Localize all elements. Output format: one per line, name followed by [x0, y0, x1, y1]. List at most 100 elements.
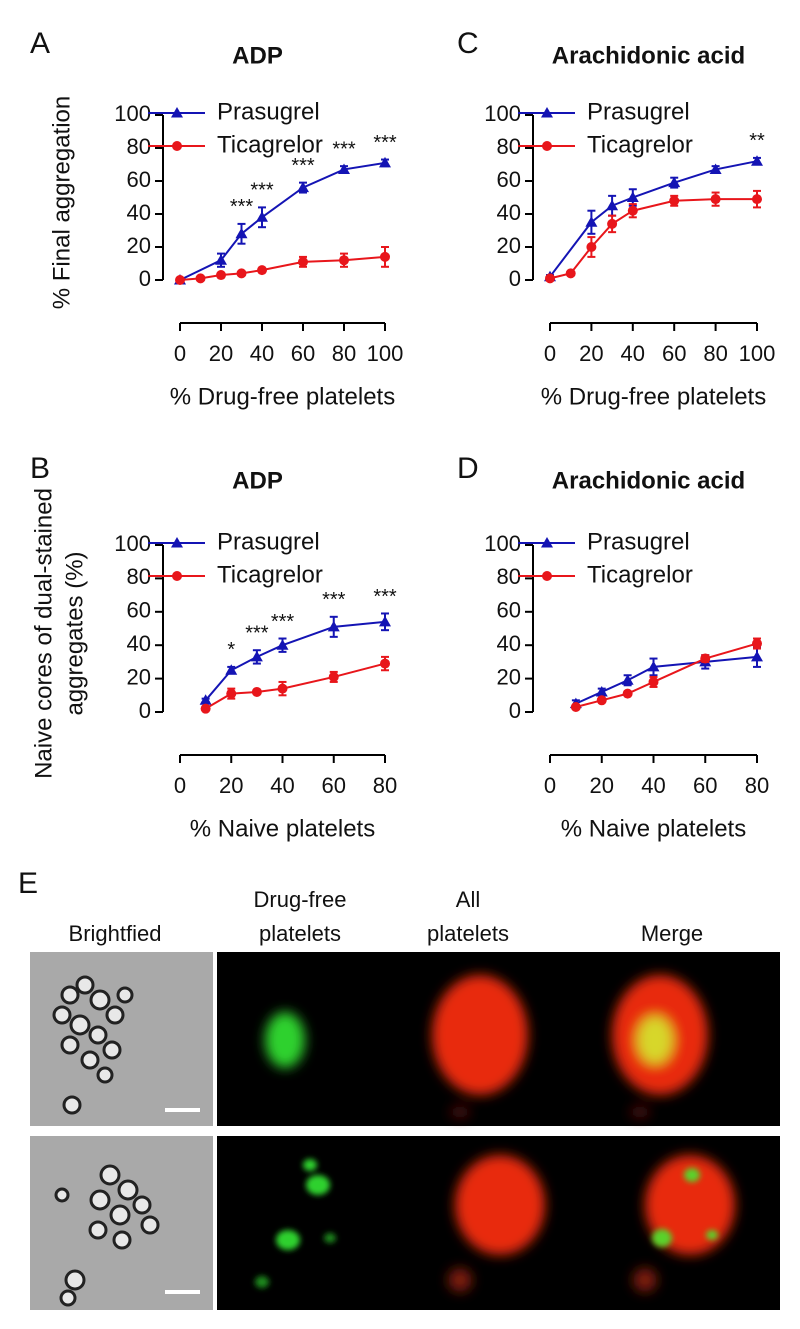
data-point	[251, 686, 262, 697]
significance-label: ***	[373, 132, 397, 154]
x-tick-label: 80	[373, 773, 397, 798]
data-point	[172, 141, 182, 151]
data-point	[709, 163, 722, 174]
data-point	[648, 676, 659, 687]
y-tick-label: 40	[127, 631, 151, 656]
y-tick-label: 100	[114, 101, 151, 126]
panel-label: A	[30, 27, 50, 60]
significance-label: ***	[332, 138, 356, 160]
significance-label: ***	[322, 589, 346, 611]
panel-label: B	[30, 452, 50, 485]
brightfield-cells	[52, 975, 134, 1115]
chart-panel: D Arachidonic acid 0 20 40 60 80 100 0 20 40 60 80 % …	[457, 452, 769, 842]
y-tick-label: 100	[484, 531, 521, 556]
y-tick-label: 80	[497, 134, 521, 159]
data-point	[328, 671, 339, 682]
column-header: Brightfied	[69, 921, 162, 946]
y-tick-label: 20	[127, 664, 151, 689]
x-tick-label: 80	[745, 773, 769, 798]
y-tick-label: 60	[127, 598, 151, 623]
data-point	[171, 537, 183, 548]
data-point	[647, 660, 660, 672]
data-point	[225, 664, 238, 675]
y-axis-label: % Final aggregation	[48, 96, 75, 309]
data-point	[380, 658, 390, 669]
x-axis-label: % Naive platelets	[561, 815, 746, 842]
data-point	[752, 194, 762, 205]
micrographs	[30, 952, 780, 1310]
data-point	[236, 268, 247, 279]
series-line	[179, 255, 386, 281]
fluorescence-signal	[265, 975, 708, 1118]
data-point	[276, 639, 289, 650]
data-point	[216, 270, 226, 281]
data-point	[669, 195, 680, 206]
data-point	[379, 615, 391, 627]
y-tick-label: 40	[127, 200, 151, 225]
legend-label: Ticagrelor	[587, 561, 693, 588]
series-line	[549, 198, 757, 280]
y-tick-label: 20	[127, 233, 151, 258]
y-tick-label: 0	[139, 698, 151, 723]
x-tick-label: 0	[544, 773, 556, 798]
x-tick-label: 60	[693, 773, 717, 798]
data-point	[542, 141, 552, 151]
x-tick-label: 40	[621, 341, 645, 366]
x-tick-label: 100	[739, 341, 776, 366]
data-point	[668, 176, 681, 188]
data-point	[171, 107, 183, 118]
data-point	[595, 685, 608, 697]
chart-title: ADP	[232, 467, 283, 494]
data-point	[297, 181, 309, 193]
y-tick-label: 20	[497, 233, 521, 258]
significance-label: ***	[291, 155, 315, 177]
x-tick-label: 0	[174, 773, 186, 798]
x-tick-label: 40	[270, 773, 294, 798]
x-tick-label: 60	[662, 341, 686, 366]
x-axis-label: % Naive platelets	[190, 815, 375, 842]
data-point	[752, 638, 762, 649]
chart-panel: C Arachidonic acid 0 20 40 60 80 100 0 20 40 60 80 10…	[457, 27, 775, 410]
column-header: Merge	[641, 921, 703, 946]
y-tick-label: 40	[497, 631, 521, 656]
y-tick-label: 100	[114, 531, 151, 556]
data-point	[172, 571, 182, 581]
x-tick-label: 80	[703, 341, 727, 366]
x-tick-label: 60	[291, 341, 315, 366]
series-line	[204, 620, 386, 701]
data-point	[339, 255, 349, 266]
data-point	[199, 694, 212, 705]
data-point	[622, 688, 633, 699]
data-point	[235, 227, 248, 239]
legend-label: Prasugrel	[217, 528, 320, 555]
data-point	[607, 218, 618, 229]
brightfield-image	[30, 952, 213, 1126]
data-point	[700, 653, 711, 664]
data-point	[710, 194, 721, 205]
data-point	[200, 703, 211, 714]
chart-title: Arachidonic acid	[552, 467, 745, 494]
brightfield-cells	[54, 1164, 160, 1307]
data-point	[256, 211, 268, 222]
data-point	[585, 216, 598, 227]
y-tick-label: 80	[127, 134, 151, 159]
data-point	[380, 251, 390, 262]
legend-label: Prasugrel	[217, 98, 320, 125]
data-point	[379, 156, 391, 168]
y-tick-label: 80	[497, 564, 521, 589]
chart-panel: A ADP 0 20 40 60 80 100 0 20 40 60 80 100 % Drug-free …	[30, 27, 403, 410]
x-tick-label: 80	[332, 341, 356, 366]
y-tick-label: 0	[509, 698, 521, 723]
data-point	[627, 205, 638, 216]
x-axis-label: % Drug-free platelets	[170, 383, 395, 410]
data-point	[751, 155, 763, 166]
legend-label: Ticagrelor	[217, 131, 323, 158]
significance-label: ***	[245, 622, 269, 644]
significance-label: ***	[373, 586, 397, 608]
x-tick-label: 40	[250, 341, 274, 366]
data-point	[545, 273, 555, 284]
data-point	[195, 273, 206, 284]
x-tick-label: 20	[219, 773, 243, 798]
data-point	[586, 242, 597, 252]
